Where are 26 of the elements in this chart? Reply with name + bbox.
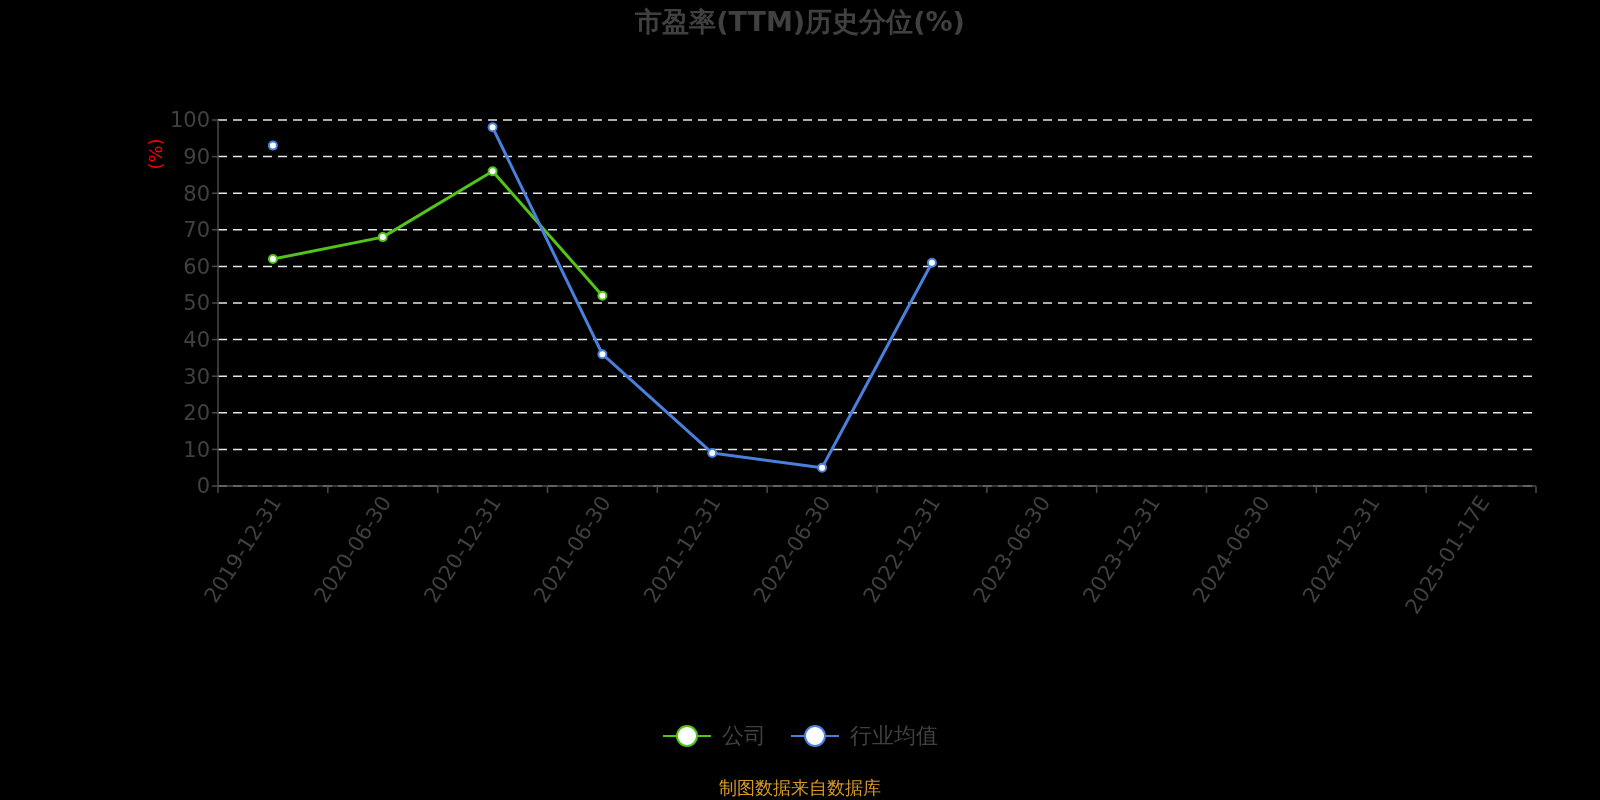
chart-title: 市盈率(TTM)历史分位(%) — [634, 5, 966, 39]
y-tick-label: 60 — [183, 254, 210, 279]
text: 制图数据来自数据库 — [718, 776, 882, 800]
point — [926, 257, 937, 268]
point — [267, 254, 278, 265]
y-tick-label: 90 — [183, 145, 210, 170]
legend-label: 公司 — [722, 722, 766, 750]
y-tick-label: 0 — [196, 474, 210, 499]
y-tick-label: 100 — [169, 108, 210, 133]
point — [487, 166, 498, 177]
y-tick-label: 30 — [183, 364, 210, 389]
point — [707, 448, 718, 459]
y-tick-label: 80 — [183, 181, 210, 206]
y-tick-label: 70 — [183, 218, 210, 243]
y-tick-label: 10 — [183, 437, 210, 462]
point — [267, 140, 278, 151]
point — [597, 290, 608, 301]
y-axis-title: (%) — [145, 138, 167, 170]
legend-label: 行业均值 — [850, 722, 938, 750]
point — [597, 349, 608, 360]
point — [487, 122, 498, 133]
y-tick-label: 50 — [183, 291, 210, 316]
point — [377, 232, 388, 243]
y-tick-label: 40 — [183, 328, 210, 353]
y-tick-label: 20 — [183, 401, 210, 426]
point — [817, 462, 828, 473]
